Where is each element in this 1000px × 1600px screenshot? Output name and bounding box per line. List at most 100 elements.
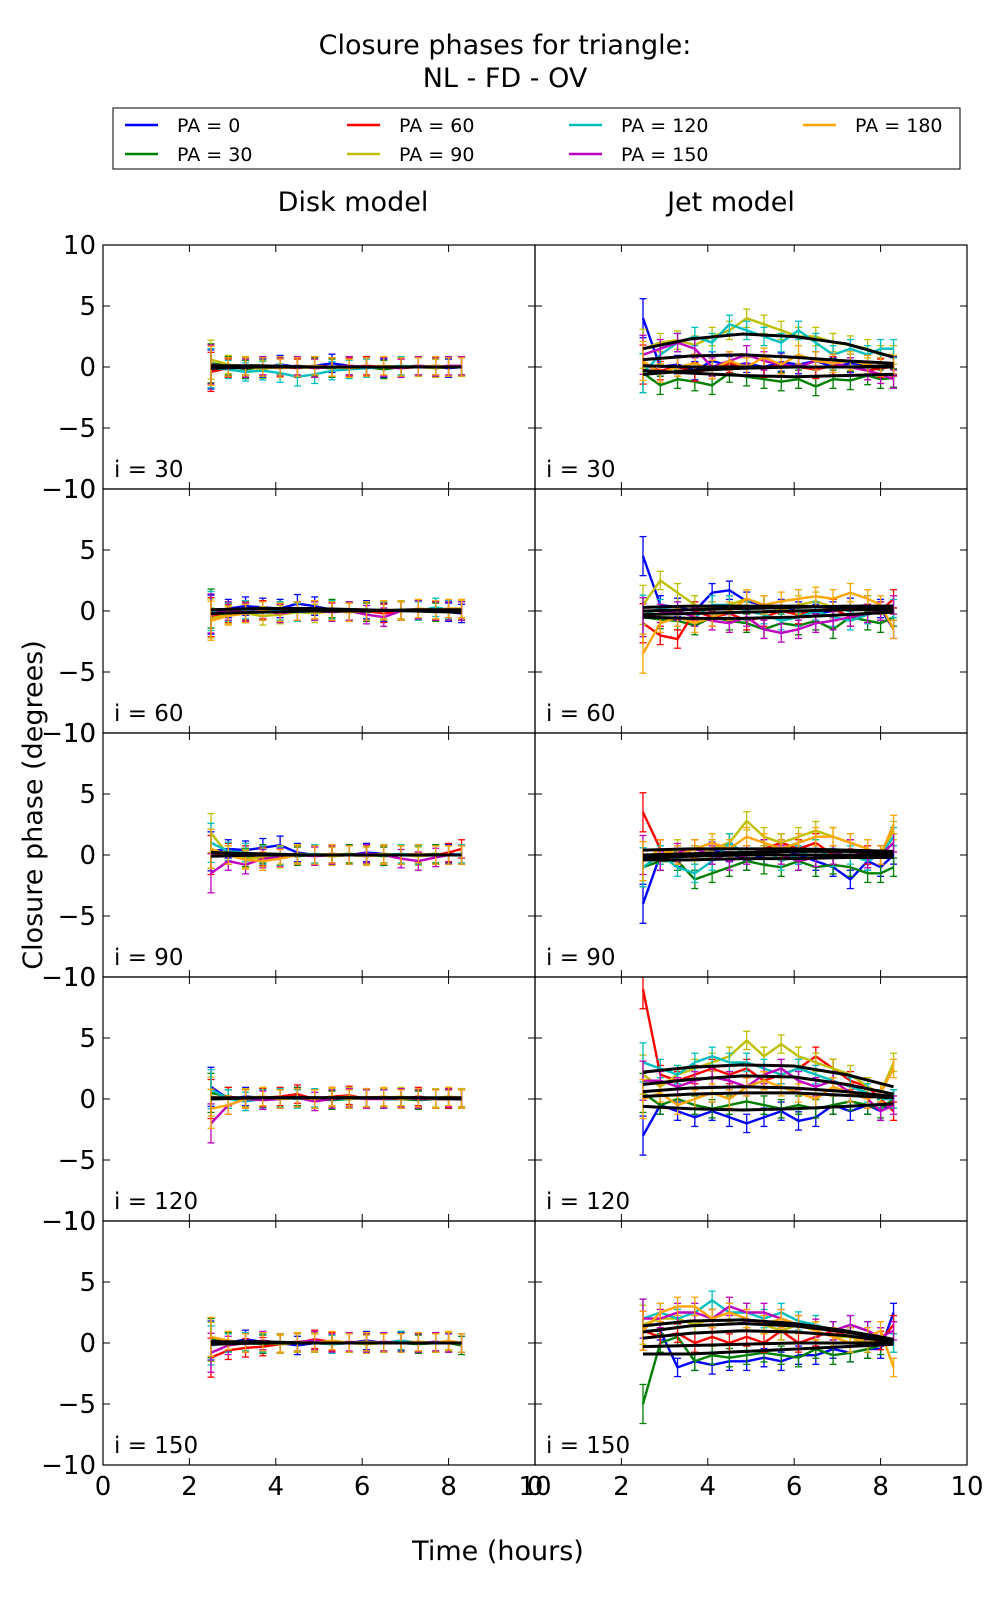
panel-plot-area xyxy=(639,792,898,924)
y-tick-label: 0 xyxy=(79,597,96,627)
column-title-disk: Disk model xyxy=(278,187,429,218)
legend-label: PA = 30 xyxy=(177,144,252,166)
panel-label: i = 90 xyxy=(546,945,616,971)
panel: −10 −5 0 5 10 i = 90 xyxy=(41,719,536,993)
x-tick-label: 2 xyxy=(181,1472,198,1502)
panel: −10 −5 0 5 10 i = 120 xyxy=(41,963,536,1237)
panel-plot-area xyxy=(207,812,466,894)
panel-frame xyxy=(534,976,968,1222)
model-fit-line xyxy=(210,608,462,615)
y-tick-label: 5 xyxy=(79,1024,96,1054)
panel: 0 2 4 6 8 10 i = 150 xyxy=(527,1220,984,1502)
panel: i = 120 xyxy=(534,976,968,1222)
panel-plot-area xyxy=(639,1290,898,1425)
model-fit-line xyxy=(642,1341,894,1349)
panel-label: i = 30 xyxy=(114,457,184,483)
y-tick-label: 0 xyxy=(79,1085,96,1115)
legend-frame xyxy=(112,107,961,170)
panel: i = 60 xyxy=(534,488,968,734)
model-fit-line xyxy=(642,365,894,376)
panel-label: i = 90 xyxy=(114,945,184,971)
legend-label: PA = 60 xyxy=(399,115,474,137)
x-axis-label: Time (hours) xyxy=(411,1536,584,1567)
series-line xyxy=(641,591,895,655)
panel-label: i = 30 xyxy=(546,457,616,483)
x-tick-label: 2 xyxy=(613,1472,630,1502)
model-fit-line xyxy=(642,849,894,857)
y-tick-label: −5 xyxy=(58,1146,96,1176)
chart-subtitle: NL - FD - OV xyxy=(423,63,588,94)
model-fit-line xyxy=(210,853,462,858)
model-fit-line xyxy=(642,608,894,617)
y-tick-label: −5 xyxy=(58,414,96,444)
panel-label: i = 120 xyxy=(546,1189,630,1215)
x-tick-label: 10 xyxy=(518,1472,551,1502)
panel: −10 −5 0 5 10 i = 30 xyxy=(41,231,536,505)
series-line xyxy=(641,1335,894,1405)
series-line xyxy=(642,824,895,863)
model-fit-line xyxy=(642,353,894,365)
model-fit-line xyxy=(642,1329,894,1344)
y-tick-label: 0 xyxy=(79,353,96,383)
y-tick-label: −5 xyxy=(58,902,96,932)
x-tick-label: 8 xyxy=(440,1472,457,1502)
y-tick-label: −10 xyxy=(41,1451,96,1481)
model-fit-line xyxy=(642,1091,894,1100)
panel-label: i = 120 xyxy=(114,1189,198,1215)
model-fit-line xyxy=(642,610,894,620)
y-tick-label: −10 xyxy=(41,475,96,505)
y-tick-label: 5 xyxy=(79,780,96,810)
panel: −10 −5 0 5 10 i = 60 xyxy=(41,475,536,749)
panel: i = 90 xyxy=(534,732,968,978)
x-tick-label: 0 xyxy=(95,1472,112,1502)
y-tick-label: 5 xyxy=(79,1268,96,1298)
panel-plot-area xyxy=(207,588,466,641)
chart-title: Closure phases for triangle: xyxy=(319,30,692,61)
model-fit-line xyxy=(642,1102,894,1112)
series-line xyxy=(641,1098,895,1137)
panel-grid: −10 −5 0 5 10 i = 30 i = 30 −10 −5 0 5 10 i = 60 i = … xyxy=(41,231,983,1502)
column-title-jet: Jet model xyxy=(665,187,795,218)
y-axis-label: Closure phase (degrees) xyxy=(18,640,49,970)
series-line xyxy=(642,1039,895,1095)
y-tick-label: 10 xyxy=(63,1207,96,1237)
panel-label: i = 60 xyxy=(114,701,184,727)
panel-label: i = 150 xyxy=(114,1433,198,1459)
panel: i = 30 xyxy=(534,244,968,490)
model-fit-line xyxy=(643,1342,894,1356)
y-tick-label: 0 xyxy=(79,841,96,871)
model-fit-line xyxy=(642,1321,894,1343)
y-tick-label: 10 xyxy=(63,475,96,505)
y-tick-label: 5 xyxy=(79,536,96,566)
x-tick-label: 6 xyxy=(786,1472,803,1502)
y-tick-label: 10 xyxy=(63,719,96,749)
model-fit-line xyxy=(642,1074,894,1096)
y-tick-label: −5 xyxy=(58,658,96,688)
panel-plot-area xyxy=(207,339,466,393)
model-fit-line xyxy=(643,855,894,862)
x-tick-label: 0 xyxy=(527,1472,544,1502)
model-fit-line xyxy=(211,364,462,369)
model-fit-line xyxy=(642,332,894,359)
model-fit-line xyxy=(642,1063,894,1089)
legend-label: PA = 120 xyxy=(621,115,709,137)
x-tick-label: 6 xyxy=(354,1472,371,1502)
panel-plot-area xyxy=(639,535,898,674)
model-fit-line xyxy=(211,1096,462,1101)
y-tick-label: 0 xyxy=(79,1329,96,1359)
y-tick-label: −10 xyxy=(41,963,96,993)
x-tick-label: 4 xyxy=(700,1472,717,1502)
legend: PA = 0 PA = 30 PA = 60 PA = 90 PA = 120 PA = … xyxy=(112,107,961,170)
y-tick-label: 10 xyxy=(63,963,96,993)
legend-label: PA = 150 xyxy=(621,144,709,166)
panel-plot-area xyxy=(207,1316,466,1378)
panel-plot-area xyxy=(207,1066,466,1144)
model-fit-line xyxy=(211,1340,462,1345)
legend-label: PA = 180 xyxy=(855,115,943,137)
model-fit-line xyxy=(642,604,894,613)
y-tick-label: −10 xyxy=(41,719,96,749)
y-tick-label: −10 xyxy=(41,1207,96,1237)
panel-plot-area xyxy=(639,977,898,1156)
